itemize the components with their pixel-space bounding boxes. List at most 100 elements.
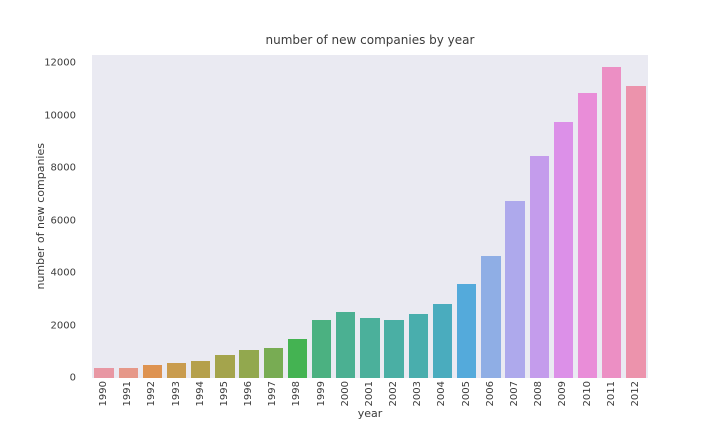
x-tick-cell: 1992 xyxy=(140,381,164,406)
x-tick-label: 2002 xyxy=(388,381,400,407)
x-tick-label: 2007 xyxy=(509,381,520,407)
x-tick-cell: 2003 xyxy=(406,381,430,406)
bar-slot xyxy=(116,55,140,378)
bar-1996 xyxy=(239,350,259,378)
x-tick-label: 1996 xyxy=(243,381,255,407)
y-tick-label: 6000 xyxy=(50,215,76,227)
y-tick-label: 12000 xyxy=(44,57,76,69)
x-tick-cell: 1993 xyxy=(165,381,189,406)
y-ticks: 0 2000 4000 6000 8000 10000 12000 xyxy=(0,55,84,384)
x-tick-cell: 2007 xyxy=(503,381,527,406)
bar-2006 xyxy=(481,255,501,378)
y-tick-label: 2000 xyxy=(50,320,76,332)
x-tick-label: 1994 xyxy=(194,381,206,407)
x-tick-label: 2009 xyxy=(557,381,569,407)
bar-2001 xyxy=(360,317,380,378)
bar-slot xyxy=(334,55,358,378)
bar-slot xyxy=(358,55,382,378)
bar-slot xyxy=(261,55,285,378)
x-tick-cell: 2000 xyxy=(334,381,358,406)
x-tick-cell: 1997 xyxy=(261,381,285,406)
bar-slot xyxy=(285,55,309,378)
bar-2007 xyxy=(505,201,525,378)
x-tick-label: 2011 xyxy=(605,381,617,407)
x-tick-label: 1999 xyxy=(315,381,327,407)
bar-2011 xyxy=(602,67,622,378)
bar-slot xyxy=(527,55,551,378)
x-tick-label: 1998 xyxy=(291,381,303,407)
bar-slot xyxy=(551,55,575,378)
x-tick-label: 2004 xyxy=(436,381,448,407)
bar-1994 xyxy=(191,361,211,378)
bar-1999 xyxy=(311,320,332,378)
bar-2002 xyxy=(384,320,404,378)
y-tick-label: 4000 xyxy=(50,267,76,279)
bar-slot xyxy=(189,55,213,378)
x-tick-cell: 2001 xyxy=(358,381,382,406)
bar-slot xyxy=(165,55,189,378)
x-tick-label: 1990 xyxy=(98,381,110,407)
x-tick-label: 2001 xyxy=(363,381,375,407)
x-tick-cell: 1996 xyxy=(237,381,261,406)
x-tick-cell: 2011 xyxy=(600,381,624,406)
x-tick-label: 2005 xyxy=(460,381,472,407)
x-tick-label: 2003 xyxy=(412,381,424,407)
x-tick-label: 1993 xyxy=(170,381,182,407)
x-tick-cell: 1998 xyxy=(285,381,309,406)
bar-slot xyxy=(575,55,599,378)
x-tick-label: 1991 xyxy=(122,381,134,407)
x-tick-cell: 2008 xyxy=(527,381,551,406)
x-tick-cell: 2006 xyxy=(479,381,503,406)
bar-1998 xyxy=(287,338,308,378)
bar-slot xyxy=(382,55,406,378)
y-tick-label: 8000 xyxy=(50,162,76,174)
x-tick-label: 1992 xyxy=(146,381,158,407)
bar-1993 xyxy=(166,363,187,378)
x-axis-label: year xyxy=(357,407,383,420)
x-ticks: 1990 1991 1992 1993 1994 1995 1996 1997 1998 1999… xyxy=(92,381,648,406)
bar-slot xyxy=(237,55,261,378)
bar-slot xyxy=(624,55,648,378)
x-tick-cell: 2004 xyxy=(430,381,454,406)
bar-1997 xyxy=(263,347,283,378)
bar-2008 xyxy=(529,155,549,378)
bar-2000 xyxy=(336,312,356,378)
bar-slot xyxy=(430,55,454,378)
x-tick-cell: 1990 xyxy=(92,381,116,406)
bar-1990 xyxy=(94,367,114,378)
x-tick-label: 2012 xyxy=(629,381,641,407)
bar-slot xyxy=(479,55,503,378)
bar-slot xyxy=(406,55,430,378)
bar-slot xyxy=(310,55,334,378)
x-tick-label: 2008 xyxy=(533,381,545,407)
x-tick-cell: 1991 xyxy=(116,381,140,406)
bar-slot xyxy=(140,55,164,378)
bar-slot xyxy=(213,55,237,378)
x-tick-cell: 1999 xyxy=(310,381,334,406)
x-tick-cell: 2012 xyxy=(624,381,648,406)
bar-2004 xyxy=(432,303,453,378)
x-tick-cell: 2005 xyxy=(455,381,479,406)
x-tick-label: 2006 xyxy=(484,381,496,407)
bar-slot xyxy=(600,55,624,378)
bar-slot xyxy=(455,55,479,378)
chart-title: number of new companies by year xyxy=(265,33,475,47)
x-tick-label: 1997 xyxy=(267,381,279,407)
x-tick-cell: 2010 xyxy=(575,381,599,406)
x-tick-cell: 2009 xyxy=(551,381,575,406)
y-tick-label: 10000 xyxy=(44,110,76,122)
x-tick-label: 2010 xyxy=(581,381,593,407)
x-tick-cell: 1995 xyxy=(213,381,237,406)
bars xyxy=(92,55,648,378)
x-tick-cell: 2002 xyxy=(382,381,406,406)
bar-2005 xyxy=(457,283,477,378)
bar-1991 xyxy=(118,367,138,378)
plot-area xyxy=(92,55,648,378)
bar-2003 xyxy=(408,313,428,378)
y-tick-label: 0 xyxy=(69,372,76,384)
bar-1995 xyxy=(215,355,235,378)
bar-slot xyxy=(92,55,116,378)
x-tick-label: 1995 xyxy=(218,381,230,407)
bar-2010 xyxy=(577,93,598,378)
